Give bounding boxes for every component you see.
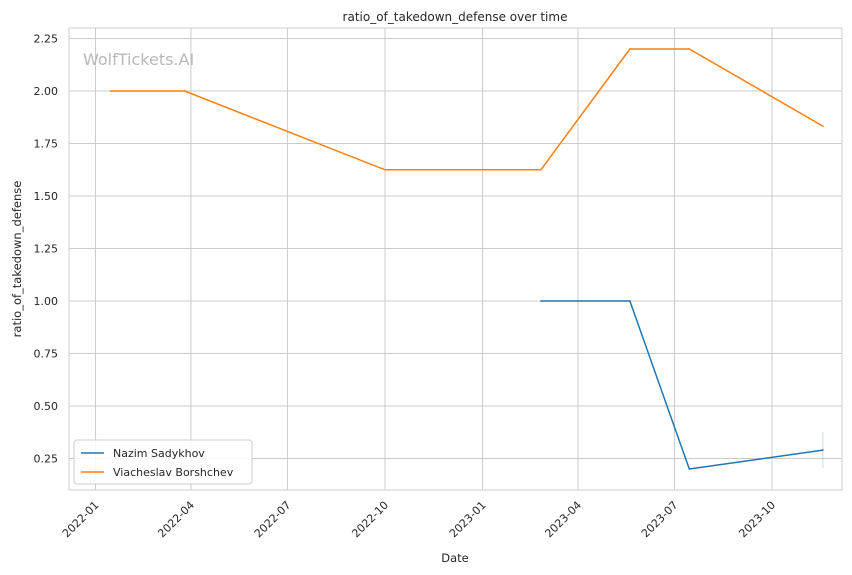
y-tick-label: 0.25 xyxy=(34,453,59,466)
data-point xyxy=(822,125,824,127)
data-point xyxy=(688,468,691,470)
data-point xyxy=(183,90,186,92)
x-tick-label: 2023-04 xyxy=(542,499,584,541)
y-tick-label: 2.25 xyxy=(34,33,59,46)
chart-title: ratio_of_takedown_defense over time xyxy=(343,10,568,24)
data-point xyxy=(384,168,386,171)
x-tick-label: 2023-07 xyxy=(639,499,681,541)
data-point xyxy=(822,449,824,451)
x-tick-label: 2022-01 xyxy=(60,499,102,541)
x-tick-label: 2023-01 xyxy=(447,499,489,541)
legend-label: Nazim Sadykhov xyxy=(113,447,205,460)
watermark: WolfTickets.AI xyxy=(83,50,194,69)
series-layer xyxy=(109,48,824,470)
y-tick-label: 0.50 xyxy=(34,400,59,413)
grid xyxy=(69,28,842,490)
y-tick-label: 0.75 xyxy=(34,348,59,361)
y-tick-label: 2.00 xyxy=(34,85,59,98)
data-point xyxy=(629,300,631,302)
y-tick-label: 1.00 xyxy=(34,295,59,308)
x-tick-label: 2022-10 xyxy=(349,499,391,541)
x-tick-label: 2022-07 xyxy=(252,499,294,541)
data-point xyxy=(109,90,112,92)
y-axis-title: ratio_of_takedown_defense xyxy=(10,181,24,338)
legend-label: Viacheslav Borshchev xyxy=(113,466,234,479)
data-point xyxy=(688,48,691,50)
series-line-0 xyxy=(540,300,824,470)
y-tick-label: 1.75 xyxy=(34,138,59,151)
legend: Nazim Sadykhov Viacheslav Borshchev xyxy=(73,439,253,485)
y-tick-label: 1.50 xyxy=(34,190,59,203)
y-axis-ticks: 0.25 0.50 0.75 1.00 1.25 1.50 1.75 2.00 2.25 xyxy=(34,33,59,466)
data-point xyxy=(629,48,631,50)
x-axis-ticks: 2022-01 2022-04 2022-07 2022-10 2023-01 2023-… xyxy=(60,499,778,541)
x-axis-title: Date xyxy=(441,551,469,565)
y-tick-label: 1.25 xyxy=(34,243,59,256)
legend-box xyxy=(73,439,253,485)
data-point xyxy=(540,300,542,302)
x-tick-label: 2023-10 xyxy=(736,499,778,541)
data-point xyxy=(540,168,542,171)
plot-area xyxy=(68,27,843,491)
x-tick-label: 2022-04 xyxy=(155,499,197,541)
